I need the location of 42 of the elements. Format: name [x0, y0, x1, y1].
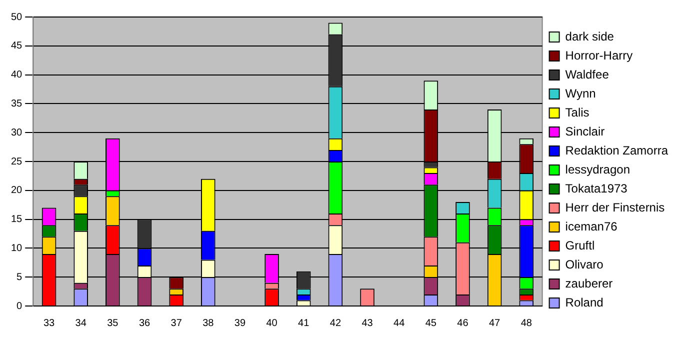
x-tick-label: 33	[43, 318, 56, 329]
legend-label: Redaktion Zamorra	[565, 143, 668, 158]
x-tick-label: 47	[488, 318, 501, 329]
y-tick-label: 30	[11, 127, 23, 138]
legend-label: Talis	[565, 105, 590, 120]
y-tick-label: 45	[11, 40, 23, 52]
legend-label: Horror-Harry	[565, 48, 633, 62]
x-tick-label: 45	[425, 318, 437, 329]
x-tick-label: 43	[362, 318, 374, 329]
y-tick-label: 35	[11, 98, 23, 110]
y-tick-label: 50	[11, 12, 23, 23]
legend-label: dark side	[565, 29, 614, 44]
x-tick-label: 48	[520, 318, 532, 329]
x-tick-label: 40	[266, 318, 278, 329]
legend-label: Tokata1973	[565, 181, 628, 196]
y-tick-label: 20	[11, 185, 23, 196]
legend-label: lessydragon	[565, 162, 630, 176]
legend-label: Roland	[565, 295, 604, 310]
y-tick-label: 15	[11, 214, 23, 226]
x-tick-label: 39	[234, 318, 246, 329]
legend-label: Wynn	[565, 86, 596, 100]
legend-label: Waldfee	[565, 67, 610, 82]
y-tick-label: 25	[11, 156, 23, 168]
legend-label: Gruftl	[565, 238, 595, 252]
y-tick-label: 5	[16, 272, 23, 283]
x-tick-label: 46	[457, 318, 469, 329]
legend-label: iceman76	[565, 219, 618, 234]
x-tick-label: 38	[202, 318, 214, 329]
legend-label: Sinclair	[565, 124, 605, 138]
legend-label: zauberer	[565, 276, 613, 290]
x-tick-label: 37	[170, 318, 182, 329]
legend-label: Herr der Finsternis	[565, 200, 665, 214]
y-tick-label: 10	[11, 242, 23, 254]
x-tick-label: 44	[394, 318, 406, 329]
y-tick-label: 0	[16, 300, 23, 312]
x-tick-label: 36	[138, 318, 151, 329]
x-tick-label: 35	[107, 318, 119, 329]
legend-label: Olivaro	[565, 257, 604, 272]
x-tick-label: 41	[298, 318, 310, 329]
x-tick-label: 34	[75, 318, 87, 329]
x-tick-label: 42	[330, 318, 342, 329]
y-tick-label: 40	[11, 70, 23, 81]
